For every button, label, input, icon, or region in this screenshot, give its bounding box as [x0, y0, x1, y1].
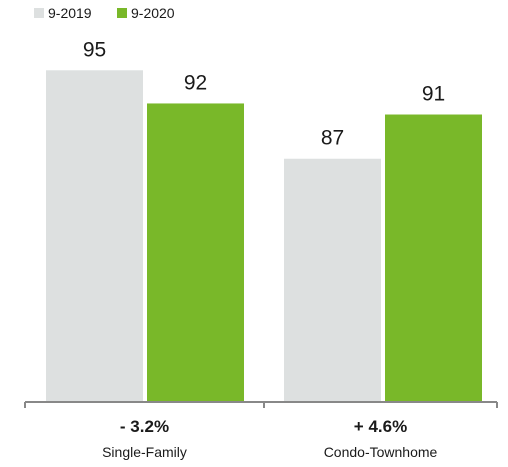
legend: 9-2019 9-2020 — [34, 5, 175, 21]
x-axis — [24, 401, 498, 408]
legend-label-1: 9-2020 — [131, 5, 175, 21]
value-label-0-1: 92 — [184, 71, 207, 94]
value-label-1-0: 87 — [321, 127, 344, 150]
bar-0-1 — [147, 103, 244, 402]
category-label-1: Condo-Townhome — [324, 444, 438, 460]
bar-1-1 — [385, 114, 482, 402]
legend-swatch-1 — [117, 8, 127, 18]
bars-group: 95 92 87 91 — [46, 38, 482, 403]
category-labels: - 3.2% Single-Family + 4.6% Condo-Townhome — [102, 417, 437, 460]
bar-1-0 — [284, 158, 381, 402]
change-label-1: + 4.6% — [354, 417, 407, 436]
bar-0-0 — [46, 70, 143, 403]
value-label-1-1: 91 — [422, 83, 445, 106]
category-label-0: Single-Family — [102, 444, 187, 460]
change-label-0: - 3.2% — [120, 417, 169, 436]
value-label-0-0: 95 — [83, 38, 106, 61]
legend-label-0: 9-2019 — [48, 5, 92, 21]
legend-swatch-0 — [34, 8, 44, 18]
